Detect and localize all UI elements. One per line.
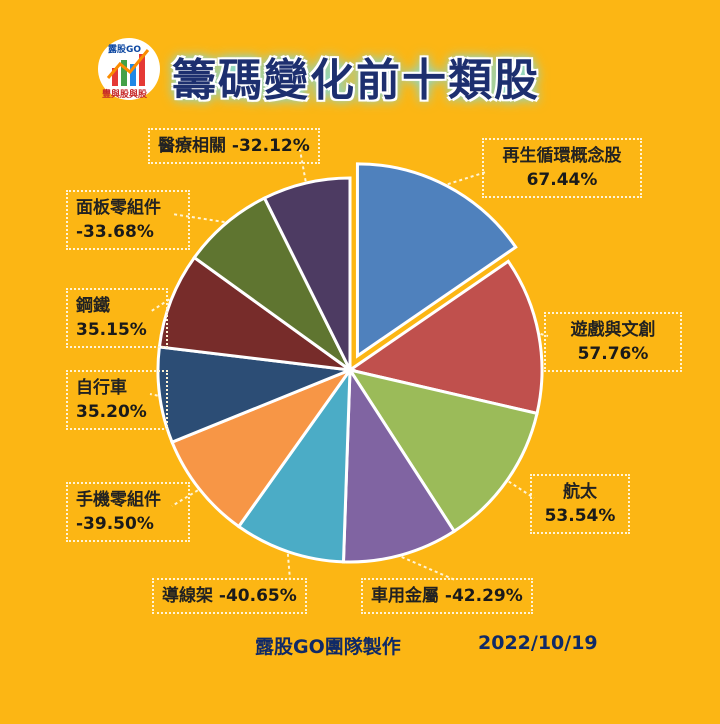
leader-lines (149, 149, 549, 581)
slice-label-value: 35.15% (76, 320, 147, 340)
slice-label-value: -39.50% (76, 514, 154, 534)
pie-slice-1 (346, 259, 544, 416)
slice-label-name: 自行車 (76, 378, 127, 398)
leader-line-5 (171, 489, 199, 507)
slice-label: 再生循環概念股 67.44% (482, 138, 642, 198)
leader-line-2 (508, 480, 535, 499)
slice-label: 遊戲與文創 57.76% (544, 312, 682, 372)
footer-team: 露股GO團隊製作 (255, 636, 401, 658)
pie-slice-6 (156, 345, 356, 445)
pie-slice-0 (355, 162, 518, 359)
slice-label: 手機零組件 -39.50% (66, 482, 190, 542)
slice-label-value: -40.65% (218, 586, 297, 606)
slice-label: 航太 53.54% (530, 474, 630, 534)
leader-line-3 (401, 556, 456, 581)
leader-line-4 (286, 553, 291, 581)
leader-line-0 (447, 171, 487, 186)
pie-slice-2 (346, 367, 539, 534)
slice-label-name: 醫療相關 (158, 136, 226, 156)
slice-label-name: 遊戲與文創 (570, 320, 656, 340)
footer-date: 2022/10/19 (478, 632, 598, 654)
slice-label-value: -32.12% (231, 136, 310, 156)
pie-slice-5 (170, 366, 355, 529)
page-title: 籌碼變化前十類股 (172, 55, 540, 106)
slice-label-value: 35.20% (76, 402, 147, 422)
logo-bottom-text: 豐與股與股 (102, 90, 148, 100)
pie-slice-8 (192, 196, 352, 372)
slice-label: 自行車 35.20% (66, 370, 168, 430)
pie-slices (156, 162, 544, 564)
pie-slice-7 (157, 255, 351, 372)
slice-label-name: 手機零組件 (76, 490, 161, 510)
slice-label-name: 面板零組件 (76, 198, 161, 218)
slice-label-value: -33.68% (76, 222, 154, 242)
pie-slice-3 (341, 365, 457, 564)
leader-line-7 (149, 298, 170, 313)
slice-label-value: 57.76% (577, 344, 649, 364)
slice-label-value: -42.29% (444, 586, 523, 606)
logo-graphic (106, 49, 150, 86)
slice-label-name: 導線架 (162, 586, 213, 606)
slice-label-value: 67.44% (526, 170, 598, 190)
slice-label: 鋼鐵 35.15% (66, 288, 168, 348)
slice-label: 面板零組件 -33.68% (66, 190, 190, 250)
logo-top-text: 露股GO (108, 45, 142, 55)
slice-label-name: 鋼鐵 (76, 296, 110, 316)
pie-slice-9 (262, 176, 352, 371)
slice-label-name: 再生循環概念股 (502, 146, 622, 166)
leader-line-8 (171, 213, 225, 224)
leader-line-1 (540, 332, 549, 337)
logo: 露股GO 豐與股與股 (98, 38, 160, 100)
slice-label-name: 車用金屬 (371, 586, 439, 606)
slice-label: 醫療相關 -32.12% (148, 128, 320, 164)
slice-label: 導線架 -40.65% (152, 578, 307, 614)
leader-line-9 (299, 149, 307, 182)
slice-label-name: 航太 (563, 482, 597, 502)
slice-label: 車用金屬 -42.29% (361, 578, 533, 614)
slice-label-value: 53.54% (544, 506, 616, 526)
pie-slice-4 (236, 365, 352, 564)
leader-line-6 (149, 393, 158, 397)
